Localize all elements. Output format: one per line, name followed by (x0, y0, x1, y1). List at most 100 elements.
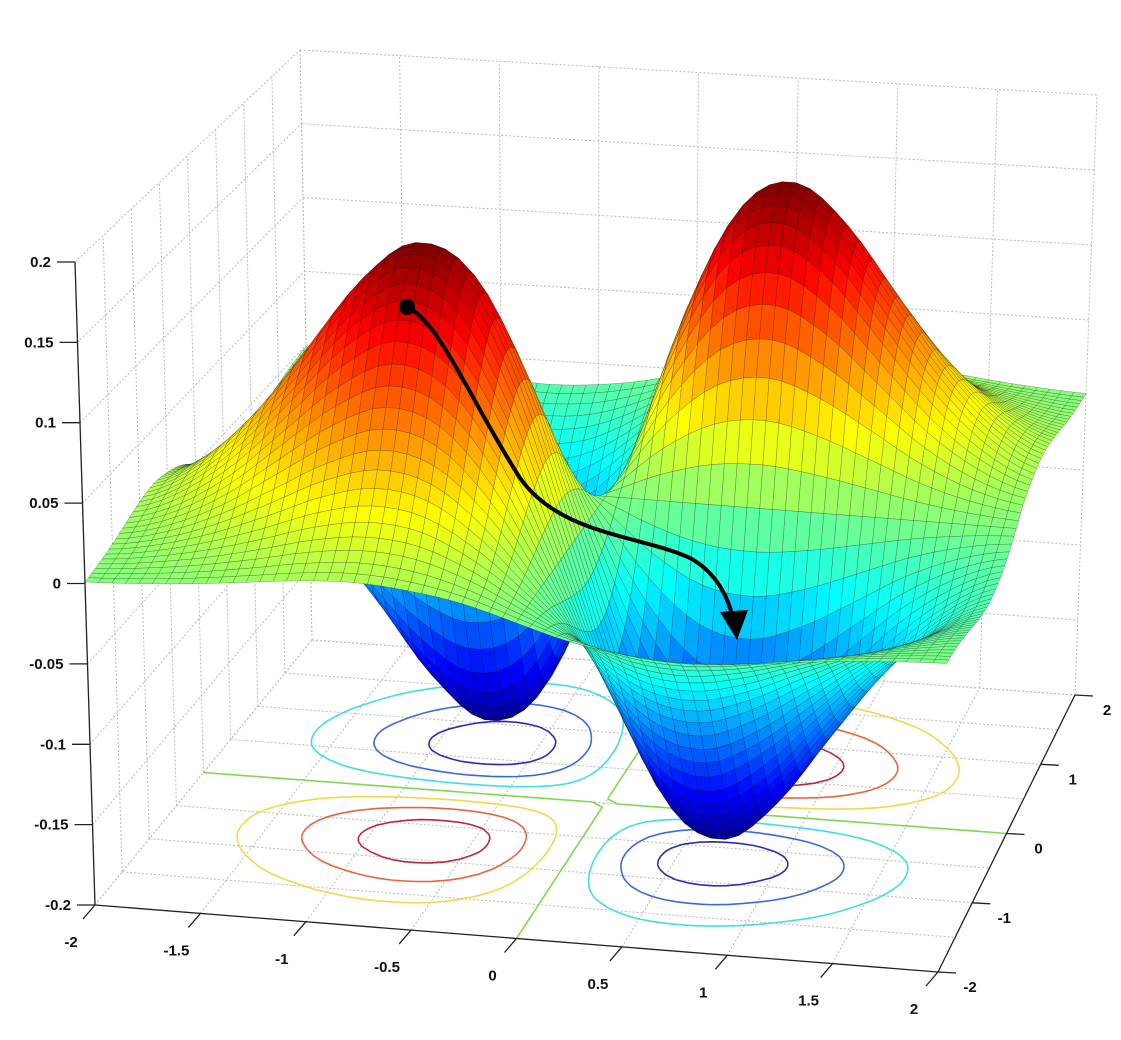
surface-cell (962, 524, 979, 537)
surface-cell (910, 652, 927, 657)
surface-cell (919, 658, 936, 664)
surface-cell (951, 510, 968, 525)
z-tick-label: -0.05 (29, 656, 63, 673)
x-tick-label: 1.5 (798, 993, 819, 1010)
y-tick (1074, 694, 1094, 697)
z-tick-label: -0.2 (45, 897, 71, 914)
surface-cell (990, 517, 1007, 528)
surface-cell (705, 664, 723, 668)
z-tick-label: 0.1 (35, 415, 56, 432)
surface-cell (701, 734, 718, 750)
surface-cell (693, 761, 709, 778)
side-wall-gridline (77, 123, 302, 343)
surface-cell (945, 640, 962, 645)
floor-gridline (284, 672, 1058, 731)
surface-cell (685, 721, 702, 737)
z-tick-label: 0 (53, 576, 61, 593)
surface-cell (1003, 518, 1019, 529)
tick-labels: -2 -1.5 -1 -0.5 0 0.5 1 1.5 2 -2 -1 0 1 2 -0.2 -0.15 -0.… (24, 254, 1111, 1018)
contour-line (310, 681, 909, 927)
x-tick (609, 946, 623, 962)
x-tick-label: -1 (275, 951, 288, 968)
surface-cell (941, 646, 958, 651)
x-tick (820, 963, 834, 979)
x-tick-label: 2 (910, 1001, 918, 1018)
x-tick-label: -0.5 (374, 959, 400, 976)
surface-cell (700, 675, 717, 684)
y-tick-label: -2 (963, 979, 976, 996)
surface-cell (996, 543, 1012, 553)
z-tick-label: -0.15 (34, 817, 68, 834)
surface-cell (787, 277, 805, 317)
z-tick-label: 0.2 (30, 254, 51, 271)
z-tick-label: 0.15 (24, 334, 53, 351)
surface-cell (1000, 527, 1017, 537)
back-wall-gridline (788, 78, 799, 675)
arrow-head-icon (720, 610, 748, 640)
start-point-marker (399, 299, 415, 315)
side-wall-gridline (130, 208, 150, 839)
y-tick (937, 971, 957, 974)
surface-cell (697, 670, 715, 677)
floor-gridline (621, 674, 790, 948)
y-tick-label: 1 (1069, 771, 1077, 788)
descent-path-line (406, 305, 735, 619)
surface-mesh (84, 181, 1087, 840)
surface-cell (867, 655, 885, 659)
surface-cell (695, 666, 712, 672)
y-tick-label: -1 (998, 910, 1011, 927)
surface-cell (987, 526, 1004, 537)
y-tick (972, 902, 991, 905)
side-wall-gridline (94, 639, 313, 906)
surface-cell (998, 535, 1015, 545)
surface-cell (794, 348, 811, 393)
x-tick-label: 0.5 (587, 976, 608, 993)
x-tick (714, 954, 728, 970)
surface-cell (699, 721, 716, 737)
x-tick-label: 0 (488, 968, 496, 985)
back-wall-gridline (299, 49, 1098, 96)
x-tick-label: -1.5 (163, 942, 189, 959)
surface-cell (943, 643, 960, 647)
surface-cell (851, 658, 869, 662)
y-tick (1006, 832, 1025, 836)
surface-cell (694, 699, 711, 712)
surface-cell (784, 308, 802, 350)
surface-cell (865, 658, 882, 662)
surface-cell (838, 658, 855, 662)
z-tick-label: 0.05 (29, 495, 58, 512)
y-tick-label: 0 (1034, 841, 1042, 858)
back-wall-gridline (301, 123, 1095, 171)
x-tick-label: -2 (64, 934, 77, 951)
descent-path-annotation (399, 299, 748, 640)
surface-cell (705, 689, 722, 701)
surface-cell (710, 788, 727, 806)
surface-cell (925, 649, 943, 654)
x-tick (187, 912, 201, 928)
surface-cell (977, 514, 994, 527)
x-tick (925, 971, 939, 987)
surface-cell (708, 774, 725, 792)
side-wall-gridline (271, 76, 286, 674)
side-wall-gridline (215, 129, 232, 740)
surface-cell (964, 512, 981, 526)
surface-cell (817, 398, 834, 442)
x-tick (293, 921, 307, 937)
surface-cell (880, 655, 898, 659)
axes (57, 261, 1094, 987)
surface-cell (923, 652, 940, 657)
surface-cell (710, 669, 728, 676)
side-wall-gridline (79, 197, 304, 424)
x-tick (504, 938, 517, 953)
surface-cell (932, 659, 949, 664)
contour-line (373, 702, 845, 906)
floor-gridline (311, 639, 1076, 696)
surface-cell (907, 655, 925, 660)
surface-cell (708, 666, 726, 671)
x-tick (82, 904, 96, 920)
floor-contours (203, 667, 1007, 939)
surface-cell (696, 710, 713, 724)
surface-cell (703, 747, 720, 764)
surface-cell (878, 658, 896, 663)
